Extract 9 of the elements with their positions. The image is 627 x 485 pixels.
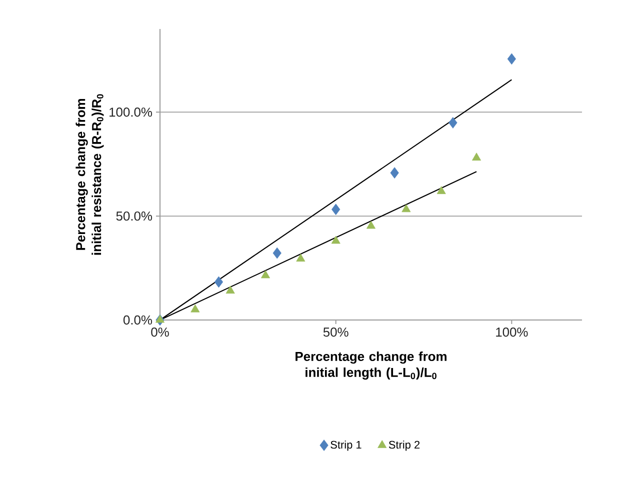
legend-label: Strip 1 (330, 440, 362, 451)
x-tick-label: 0% (151, 328, 169, 337)
y-tick-label: 0.0% (123, 315, 152, 325)
y-tick-label: 50.0% (116, 211, 152, 221)
x-tick-label: 50% (323, 328, 348, 337)
legend-label: Strip 2 (388, 440, 420, 451)
x-axis-title: Percentage change from initial length (L-L$_{0}$)/L$_{0}$ (296, 352, 446, 380)
y-tick-label: 100.0% (110, 108, 152, 117)
x-tick-label: 100% (496, 328, 528, 337)
